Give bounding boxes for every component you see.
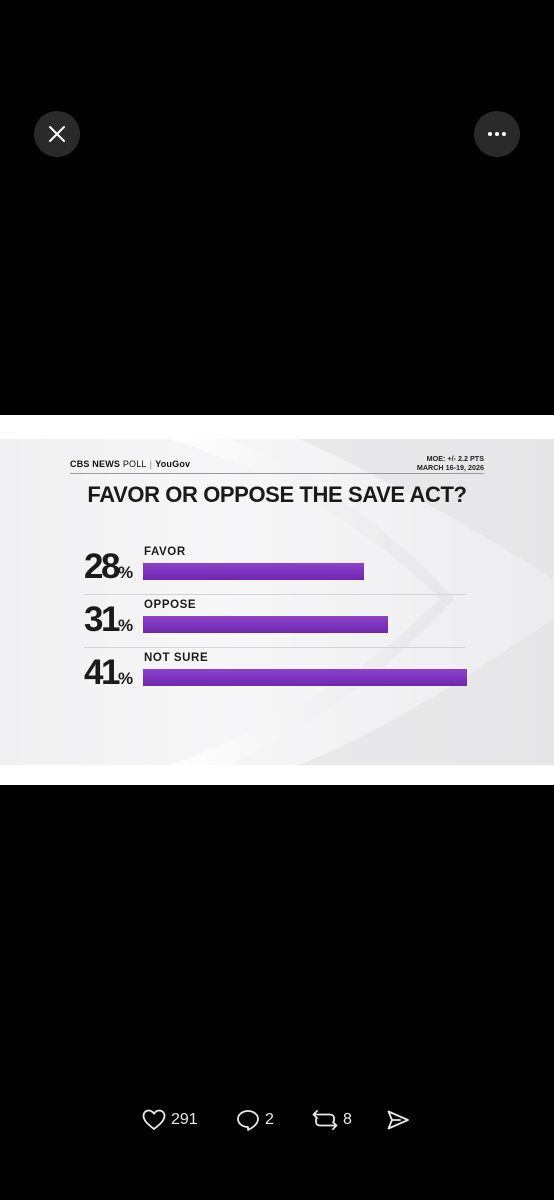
post-actions: 291 2 8 bbox=[0, 1098, 554, 1142]
close-button[interactable] bbox=[34, 111, 80, 157]
percent-sign: % bbox=[117, 669, 134, 688]
repost-icon bbox=[312, 1110, 338, 1130]
share-icon bbox=[387, 1110, 409, 1130]
result-bar bbox=[143, 616, 388, 633]
header-divider bbox=[70, 473, 484, 474]
repost-button[interactable]: 8 bbox=[312, 1106, 352, 1134]
reply-button[interactable]: 2 bbox=[236, 1106, 274, 1134]
result-row: 28% FAVOR bbox=[84, 543, 470, 591]
percent-value: 41 bbox=[84, 653, 120, 692]
yougov-brand: YouGov bbox=[155, 459, 191, 469]
result-bar bbox=[143, 563, 364, 580]
more-options-button[interactable] bbox=[474, 111, 520, 157]
row-divider bbox=[84, 647, 466, 648]
background-swoosh bbox=[170, 439, 554, 765]
poll-question: FAVOR OR OPPOSE THE SAVE ACT? bbox=[87, 482, 467, 507]
poll-brand: CBS NEWS POLL | YouGov bbox=[70, 459, 191, 469]
like-count: 291 bbox=[171, 1111, 198, 1128]
percent-value: 28 bbox=[84, 547, 120, 586]
percent-sign: % bbox=[117, 563, 134, 582]
result-label: NOT SURE bbox=[144, 652, 209, 664]
percent-value: 31 bbox=[84, 600, 120, 639]
row-divider bbox=[84, 594, 466, 595]
result-percent: 28% bbox=[84, 547, 133, 593]
more-horizontal-icon bbox=[488, 132, 506, 136]
cbs-brand: CBS NEWS bbox=[70, 459, 121, 469]
poll-graphic: CBS NEWS POLL | YouGov MOE: +/- 2.2 PTS MA… bbox=[0, 439, 554, 765]
poll-moe: MOE: +/- 2.2 PTS bbox=[426, 454, 484, 463]
result-label: OPPOSE bbox=[144, 599, 197, 611]
percent-sign: % bbox=[117, 616, 134, 635]
like-button[interactable]: 291 bbox=[142, 1106, 198, 1134]
share-button[interactable] bbox=[386, 1106, 410, 1134]
poll-word: POLL bbox=[122, 459, 147, 469]
repost-count: 8 bbox=[343, 1111, 352, 1128]
close-icon bbox=[49, 126, 65, 142]
result-row: 41% NOT SURE bbox=[84, 649, 470, 697]
reply-count: 2 bbox=[265, 1111, 274, 1128]
result-row: 31% OPPOSE bbox=[84, 596, 470, 644]
result-percent: 41% bbox=[84, 653, 133, 699]
result-percent: 31% bbox=[84, 600, 133, 646]
poll-dates: MARCH 16-19, 2026 bbox=[416, 463, 484, 472]
heart-icon bbox=[142, 1109, 166, 1130]
poll-meta: MOE: +/- 2.2 PTS MARCH 16-19, 2026 bbox=[417, 454, 484, 472]
result-bar bbox=[143, 669, 467, 686]
post-image: CBS NEWS POLL | YouGov MOE: +/- 2.2 PTS MA… bbox=[0, 415, 554, 785]
reply-icon bbox=[237, 1110, 259, 1131]
result-label: FAVOR bbox=[144, 546, 186, 558]
